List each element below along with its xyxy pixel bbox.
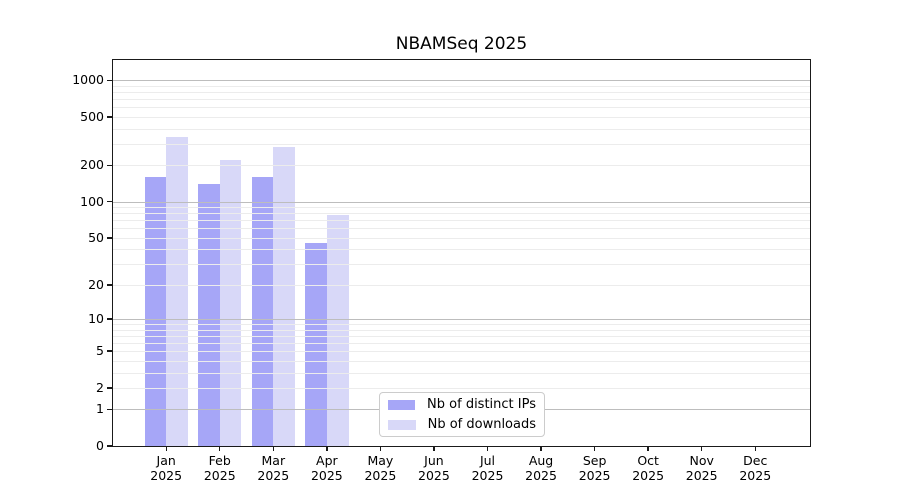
gridline (113, 360, 810, 362)
x-tick-label-jan: Jan 2025 (150, 453, 183, 483)
gridline (113, 128, 810, 130)
gridline (113, 335, 810, 337)
x-tick-label-jun: Jun 2025 (418, 453, 450, 483)
x-tick-mark (701, 446, 703, 451)
gridline (113, 165, 810, 167)
gridline (113, 237, 810, 239)
gridline (113, 92, 810, 94)
gridline (113, 329, 810, 331)
gridline (113, 284, 810, 286)
x-tick-label-may: May 2025 (364, 453, 397, 483)
y-tick-label: 500 (80, 108, 104, 124)
y-tick-mark (107, 284, 113, 286)
y-tick-label: 10 (88, 311, 104, 327)
legend: Nb of distinct IPs Nb of downloads (379, 392, 545, 437)
gridline (113, 213, 810, 215)
legend-item-downloads: Nb of downloads (388, 417, 536, 432)
y-tick-mark (107, 445, 113, 447)
y-tick-mark (107, 164, 113, 166)
gridline (113, 264, 810, 266)
gridline (113, 201, 810, 203)
y-tick-mark (107, 387, 113, 389)
y-tick-label: 200 (80, 157, 104, 173)
bar-mar-distinct-ips (251, 176, 274, 446)
x-tick-label-nov: Nov 2025 (685, 453, 718, 483)
y-tick-mark (107, 116, 113, 118)
y-tick-mark (107, 350, 113, 352)
gridline (113, 80, 810, 82)
x-tick-mark (219, 446, 221, 451)
x-tick-mark (326, 446, 328, 451)
y-tick-mark (107, 237, 113, 239)
bar-mar-downloads (273, 146, 295, 446)
bar-jan-distinct-ips (144, 176, 167, 446)
bar-apr-distinct-ips (305, 243, 327, 446)
chart-title: NBAMSeq 2025 (395, 34, 528, 54)
gridline (113, 228, 810, 230)
legend-label-downloads: Nb of downloads (427, 417, 536, 432)
x-tick-mark (593, 446, 596, 451)
y-tick-label: 5 (96, 343, 104, 359)
x-tick-label-sep: Sep 2025 (578, 453, 611, 483)
gridline (113, 143, 810, 145)
bar-feb-downloads (219, 159, 242, 446)
legend-swatch-downloads (388, 419, 416, 430)
gridline (113, 249, 810, 251)
x-tick-label-apr: Apr 2025 (310, 453, 343, 483)
x-tick-label-mar: Mar 2025 (257, 453, 290, 483)
gridline (113, 372, 810, 374)
gridline (113, 207, 810, 209)
y-tick-label: 0 (96, 438, 104, 453)
grid-layer (113, 60, 810, 446)
x-tick-label-jul: Jul 2025 (471, 453, 504, 483)
x-tick-mark (754, 446, 756, 451)
x-tick-mark (540, 446, 542, 451)
y-tick-label: 20 (88, 276, 104, 292)
y-tick-label: 1000 (72, 72, 104, 88)
y-tick-mark (107, 318, 113, 320)
gridline (113, 351, 810, 353)
legend-label-distinct-ips: Nb of distinct IPs (427, 397, 536, 412)
gridline (113, 107, 810, 109)
x-tick-mark (433, 446, 435, 451)
y-tick-mark (107, 79, 113, 81)
y-tick-label: 2 (96, 379, 104, 395)
x-tick-label-oct: Oct 2025 (632, 453, 665, 483)
x-tick-mark (165, 446, 167, 451)
x-tick-mark (272, 446, 274, 451)
y-tick-mark (107, 200, 113, 203)
gridline (113, 319, 810, 321)
x-tick-label-aug: Aug 2025 (525, 453, 557, 483)
gridline (113, 387, 810, 389)
legend-item-distinct-ips: Nb of distinct IPs (388, 397, 536, 412)
gridline (113, 85, 810, 87)
legend-swatch-distinct-ips (388, 399, 416, 410)
gridline (113, 220, 810, 222)
gridline (113, 99, 810, 101)
y-tick-label: 50 (88, 229, 104, 245)
y-tick-label: 100 (80, 193, 104, 209)
y-tick-mark (107, 408, 113, 410)
gridline (113, 324, 810, 326)
y-tick-label: 1 (96, 401, 104, 417)
x-tick-mark (379, 446, 382, 451)
x-tick-label-dec: Dec 2025 (739, 453, 772, 483)
x-tick-mark (486, 446, 489, 451)
x-tick-label-feb: Feb 2025 (203, 453, 236, 483)
gridline (113, 342, 810, 344)
x-tick-mark (647, 446, 649, 451)
plot-area (112, 59, 811, 447)
gridline (113, 116, 810, 118)
